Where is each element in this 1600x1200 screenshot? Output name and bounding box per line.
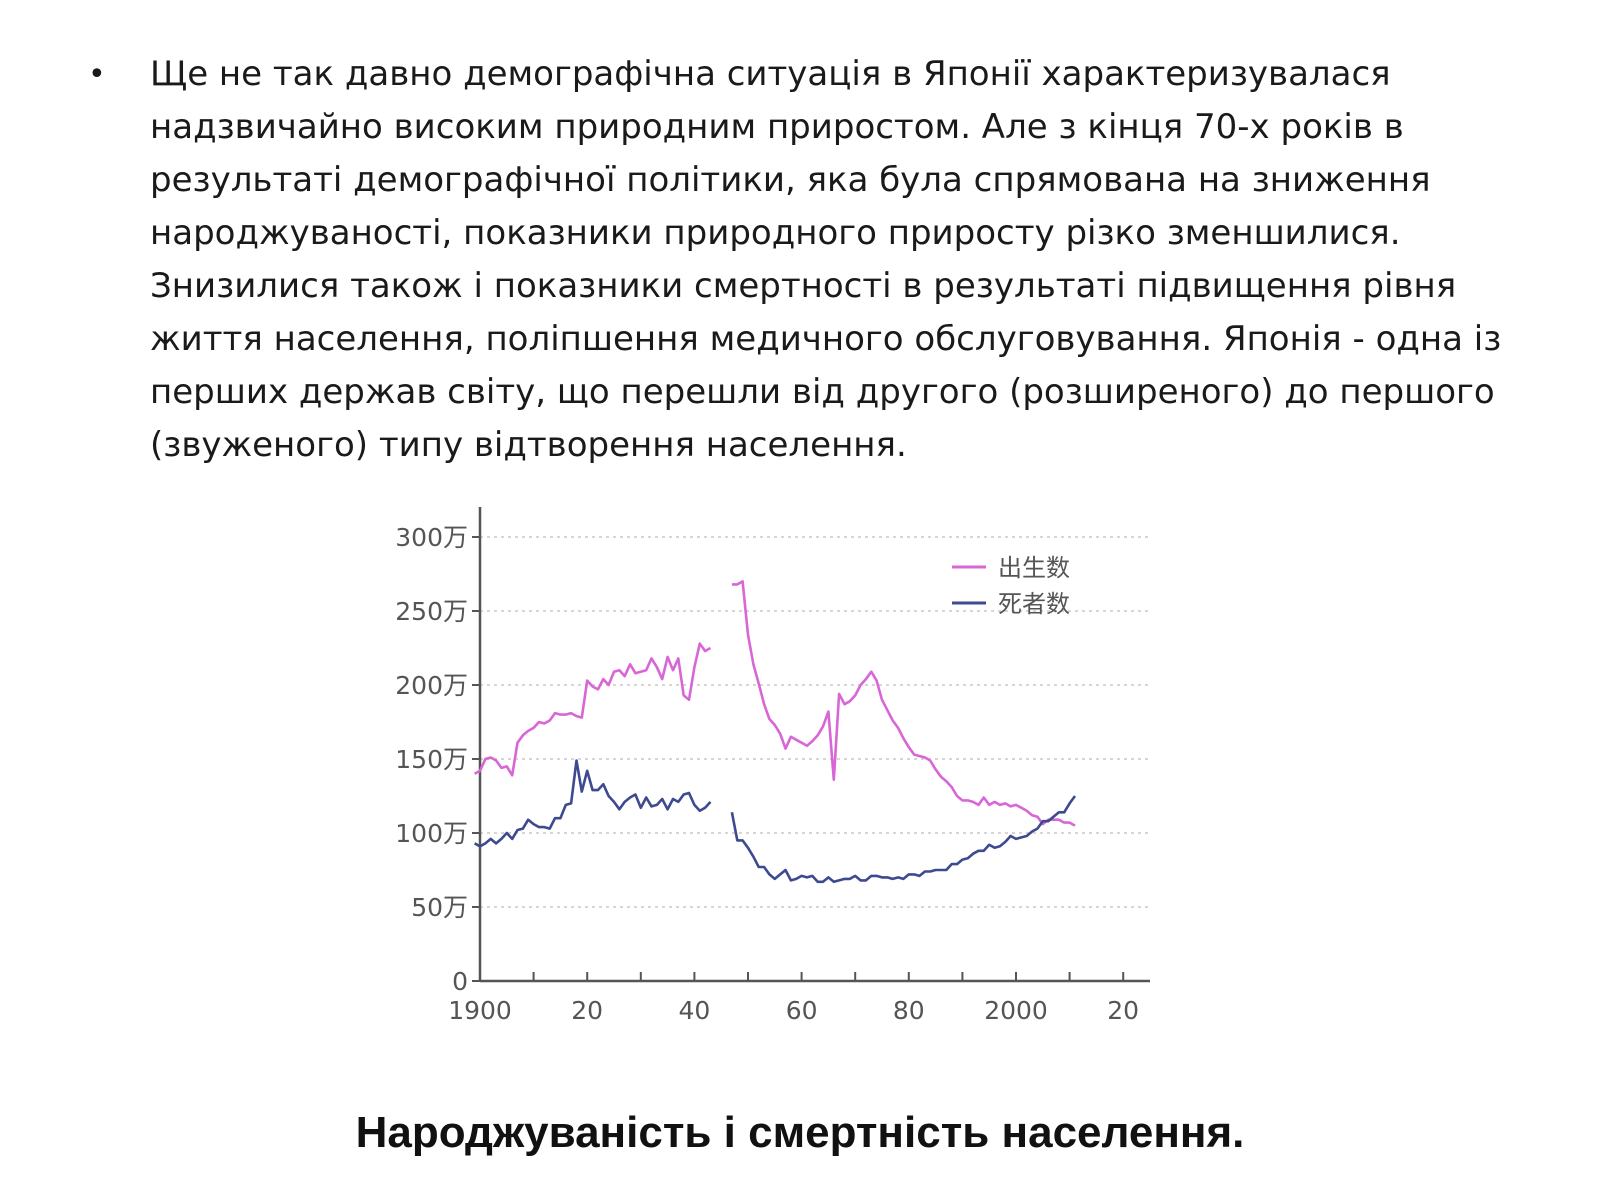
axis-layer: 0 50万 100万 150万 200万 250万 300万 1900 20 40 60 80 2000… [395, 507, 1150, 1025]
x-tick-label-6: 20 [1107, 996, 1139, 1025]
x-tick-label-0: 1900 [448, 996, 512, 1025]
series-line-0-segment-0 [473, 642, 712, 777]
y-tick-label-6: 300万 [395, 523, 468, 552]
y-tick-label-1: 50万 [411, 893, 468, 922]
series-layer [473, 580, 1077, 884]
x-tick-label-5: 2000 [984, 996, 1048, 1025]
x-tick-label-2: 40 [678, 996, 710, 1025]
x-tick-label-4: 80 [893, 996, 925, 1025]
x-tick-label-1: 20 [571, 996, 603, 1025]
chart-svg: 0 50万 100万 150万 200万 250万 300万 1900 20 40 60 80 2000… [395, 507, 1150, 1025]
legend-label-0: 出生数 [998, 554, 1070, 582]
body-paragraph: Ще не так давно демографічна ситуація в … [150, 54, 1502, 465]
legend-label-1: 死者数 [998, 590, 1070, 618]
y-tick-label-2: 100万 [395, 819, 468, 848]
bullet-marker: • [88, 57, 106, 92]
birth-death-chart: 0 50万 100万 150万 200万 250万 300万 1900 20 40 60 80 2000… [380, 495, 1200, 1075]
series-line-1-segment-0 [473, 759, 712, 848]
y-tick-label-0: 0 [452, 967, 468, 996]
bullet-block: • Ще не так давно демографічна ситуація … [88, 48, 1528, 472]
y-tick-label-5: 250万 [395, 597, 468, 626]
y-tick-label-3: 150万 [395, 745, 468, 774]
x-tick-label-3: 60 [786, 996, 818, 1025]
y-tick-label-4: 200万 [395, 671, 468, 700]
series-line-1-segment-1 [730, 795, 1077, 884]
chart-caption: Народжуваність і смертність населення. [355, 1108, 1245, 1157]
series-line-0-segment-1 [731, 580, 1076, 827]
